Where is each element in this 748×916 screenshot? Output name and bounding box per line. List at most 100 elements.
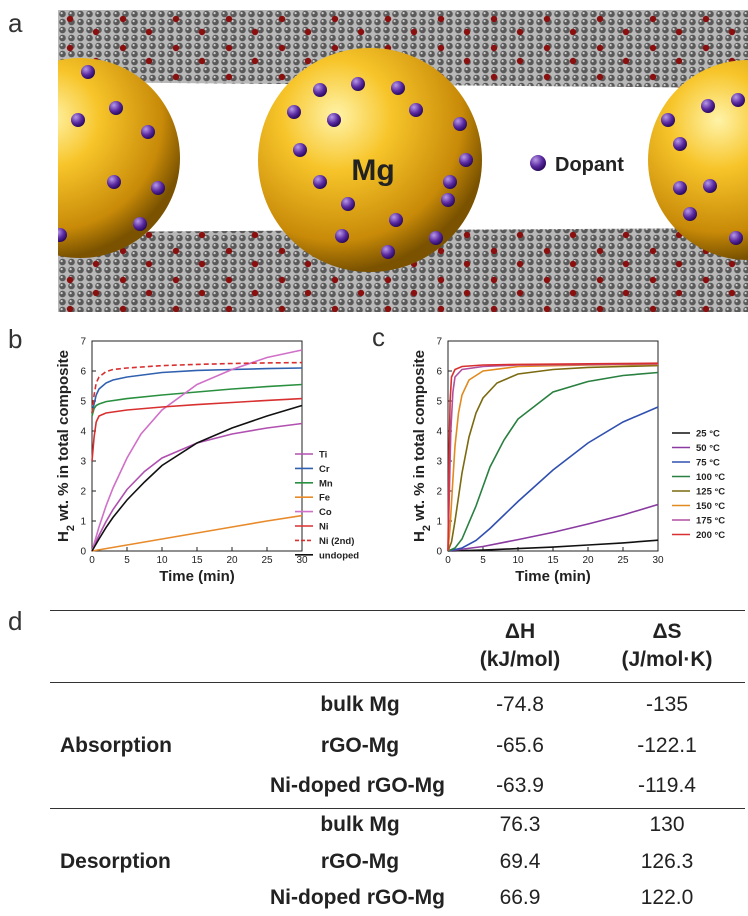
mg-sphere-right [648, 60, 748, 260]
legend-label: undoped [319, 550, 359, 561]
mg-sphere-center [258, 48, 482, 272]
series-line [91, 404, 303, 552]
legend-label: Ti [319, 450, 327, 461]
header-dS-unit: (J/mol·K) [621, 648, 713, 671]
x-tick-label: 10 [512, 555, 524, 566]
table-dS: -135 [645, 693, 689, 716]
table-material: bulk Mg [320, 693, 400, 716]
series-line [91, 361, 303, 414]
mg-sphere-left [58, 58, 180, 258]
legend-label: 100 °C [696, 472, 725, 483]
table-dS: 126.3 [640, 850, 694, 873]
legend-label: 175 °C [696, 516, 725, 527]
y-tick-label: 3 [436, 457, 442, 468]
series-line [447, 371, 659, 552]
table-material: Ni-doped rGO-Mg [270, 774, 445, 797]
x-tick-label: 15 [191, 555, 203, 566]
thermodynamics-table: ΔH (kJ/mol) ΔS (J/mol·K) Absorption bulk… [50, 610, 745, 916]
series-line [91, 397, 303, 462]
y-tick-label: 7 [436, 337, 442, 348]
y-tick-label: 1 [80, 517, 86, 528]
table-rule-header [50, 682, 745, 683]
table-dH: -63.9 [496, 774, 544, 797]
table-dS: -122.1 [637, 734, 697, 757]
dopant-label: Dopant [555, 154, 624, 176]
x-tick-label: 15 [547, 555, 559, 566]
series-line [447, 363, 659, 552]
header-dS-symbol: ΔS [652, 620, 682, 643]
x-tick-label: 0 [89, 555, 95, 566]
table-dH: 66.9 [499, 886, 541, 909]
x-tick-label: 25 [617, 555, 629, 566]
table-material: bulk Mg [320, 813, 400, 836]
table-rule-mid [50, 808, 745, 809]
series-line [91, 422, 303, 552]
legend-label: Cr [319, 464, 330, 475]
y-tick-label: 2 [436, 487, 442, 498]
group-label-desorption: Desorption [60, 850, 171, 873]
panel-letter-d: d [8, 606, 23, 636]
table-dH: -65.6 [496, 734, 544, 757]
legend-label: Ni [319, 522, 329, 533]
panel-letter-c: c [372, 322, 385, 352]
y-axis-title: H2 wt. % in total composite [411, 350, 433, 542]
x-tick-label: 20 [582, 555, 594, 566]
table-material: rGO-Mg [320, 734, 400, 757]
y-tick-label: 6 [80, 367, 86, 378]
x-tick-label: 30 [296, 555, 308, 566]
series-line [91, 514, 303, 552]
table-material: rGO-Mg [320, 850, 400, 873]
legend-label: 25 °C [696, 429, 720, 440]
x-tick-label: 20 [226, 555, 238, 566]
x-tick-label: 0 [445, 555, 451, 566]
legend-label: Mn [319, 478, 333, 489]
plot-frame [91, 340, 303, 552]
legend-label: Ni (2nd) [319, 536, 354, 547]
x-tick-label: 10 [156, 555, 168, 566]
y-tick-label: 1 [436, 517, 442, 528]
y-axis-title: H2 wt. % in total composite [55, 350, 77, 542]
table-material: Ni-doped rGO-Mg [270, 886, 445, 909]
series-line [447, 406, 659, 552]
x-tick-label: 30 [652, 555, 664, 566]
header-dH-unit: (kJ/mol) [479, 648, 561, 671]
legend-label: Co [319, 507, 332, 518]
x-axis-title: Time (min) [159, 568, 235, 585]
series-line [447, 539, 659, 552]
table-dH: -74.8 [496, 693, 544, 716]
chart-b: 0 5 10 15 20 25 30 0 1 2 3 4 5 6 7 Time (min) H2 wt. % i… [55, 337, 359, 586]
y-tick-label: 5 [436, 397, 442, 408]
table-dH: 69.4 [499, 850, 541, 873]
illustration-panel: Mg Dopant [58, 10, 748, 312]
legend-label: 125 °C [696, 487, 725, 498]
legend-label: 200 °C [696, 530, 725, 541]
legend-label: 75 °C [696, 458, 720, 469]
panel-letter-a: a [8, 8, 23, 38]
y-tick-label: 2 [80, 487, 86, 498]
legend-label: 50 °C [696, 443, 720, 454]
legend-label: 150 °C [696, 501, 725, 512]
y-tick-label: 3 [80, 457, 86, 468]
group-label-absorption: Absorption [60, 734, 172, 757]
table-dS: -119.4 [638, 774, 696, 797]
legend-label: Fe [319, 493, 330, 504]
y-tick-label: 0 [436, 547, 442, 558]
table-rule-top [50, 610, 745, 611]
table-dS: 122.0 [640, 886, 694, 909]
panel-letter-b: b [8, 324, 23, 354]
chart-c: 0 5 10 15 20 25 30 0 1 2 3 4 5 6 7 Time (min) H2 wt. % i… [411, 337, 725, 586]
dopant-atoms [58, 65, 745, 259]
series-line [447, 364, 659, 552]
series-line [91, 349, 303, 552]
series-line [91, 367, 303, 414]
y-tick-label: 7 [80, 337, 86, 348]
table-dH: 76.3 [499, 813, 541, 836]
y-tick-label: 5 [80, 397, 86, 408]
x-tick-label: 5 [480, 555, 486, 566]
y-tick-label: 4 [80, 427, 86, 438]
x-tick-label: 5 [124, 555, 130, 566]
y-tick-label: 4 [436, 427, 442, 438]
y-tick-label: 6 [436, 367, 442, 378]
x-tick-label: 25 [261, 555, 273, 566]
x-axis-title: Time (min) [515, 568, 591, 585]
